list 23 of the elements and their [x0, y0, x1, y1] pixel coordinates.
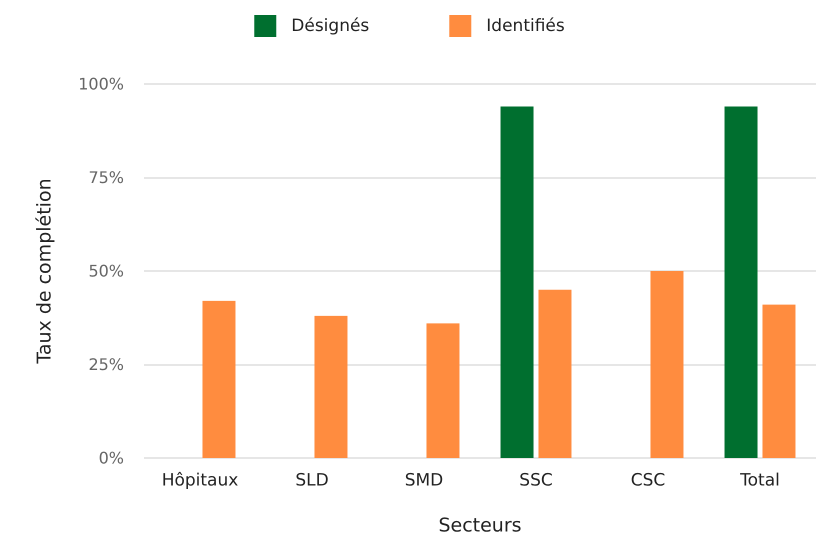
bar	[650, 271, 684, 458]
bar	[314, 316, 348, 458]
bar	[724, 106, 758, 458]
legend-label: Identifiés	[486, 16, 565, 36]
x-tick-label: Hôpitaux	[162, 470, 238, 490]
bar	[538, 290, 572, 458]
x-axis-title: Secteurs	[438, 514, 522, 536]
x-tick-label: CSC	[630, 470, 666, 490]
legend-label: Désignés	[291, 16, 370, 36]
x-tick-label: SMD	[404, 470, 444, 490]
y-tick-label: 0%	[98, 448, 124, 468]
y-tick-label: 25%	[88, 355, 124, 374]
bar	[500, 106, 534, 458]
bar	[762, 304, 796, 458]
x-tick-label: SLD	[295, 470, 329, 490]
y-axis-title: Taux de complétion	[34, 178, 56, 365]
x-tick-label: SSC	[519, 470, 553, 490]
bar	[202, 300, 236, 458]
y-tick-label: 75%	[88, 168, 124, 187]
bar	[426, 323, 460, 458]
y-tick-label: 100%	[78, 74, 124, 94]
y-tick-label: 50%	[88, 262, 124, 280]
x-tick-label: Total	[739, 470, 780, 490]
